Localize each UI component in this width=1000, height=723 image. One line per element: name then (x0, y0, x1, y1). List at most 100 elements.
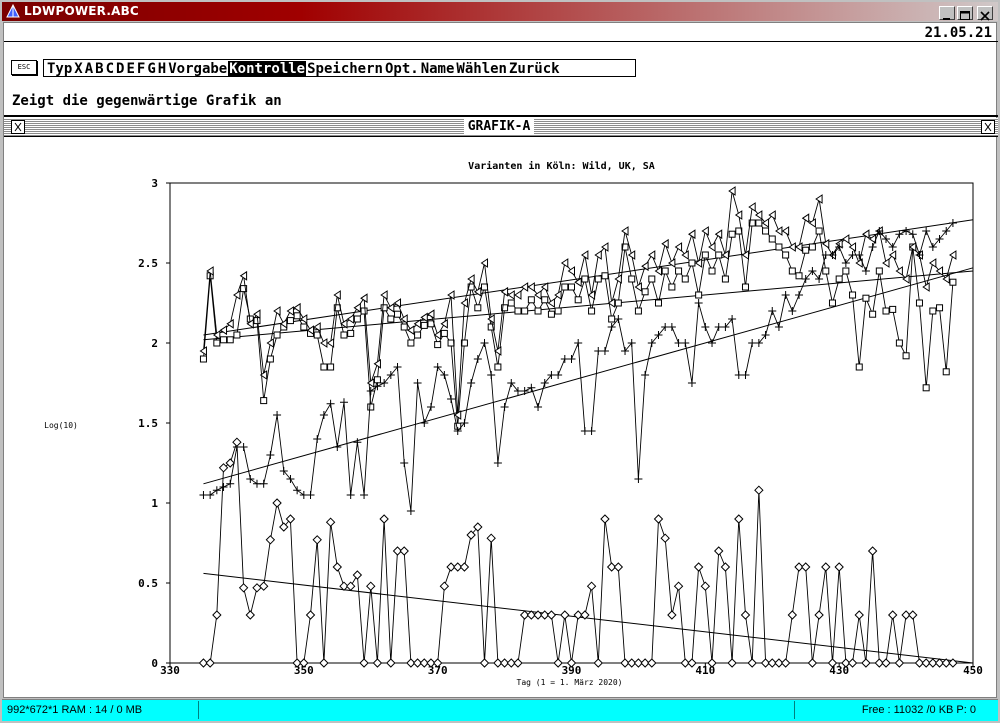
series-line-plus (203, 222, 954, 512)
data-point-diamond (345, 581, 356, 591)
menu-item-speichern[interactable]: Speichern (307, 61, 383, 77)
data-point-triangle (406, 325, 415, 336)
menu-item-zurück[interactable]: Zurück (508, 61, 560, 77)
graph-close-button[interactable] (11, 120, 25, 134)
data-point-diamond (319, 658, 329, 668)
data-point-plus (781, 291, 790, 299)
data-point-triangle (614, 274, 622, 284)
data-point-square (748, 219, 756, 227)
data-point-diamond (540, 610, 550, 620)
data-point-triangle (386, 302, 395, 313)
menu-item-typ[interactable]: Typ (47, 61, 73, 77)
data-point-plus (567, 355, 576, 363)
menu-item-h[interactable]: H (157, 61, 167, 77)
data-point-plus (279, 467, 288, 475)
data-point-square (855, 363, 863, 371)
data-point-diamond (807, 658, 818, 668)
menu-item-name[interactable]: Name (420, 61, 455, 77)
data-point-plus (741, 371, 750, 379)
data-point-triangle (487, 314, 495, 324)
data-point-triangle (440, 318, 448, 329)
data-point-plus (413, 379, 422, 387)
data-point-diamond (499, 658, 510, 668)
data-point-diamond (372, 658, 383, 668)
data-point-square (614, 299, 622, 307)
esc-button[interactable]: ESC (11, 60, 37, 75)
data-point-plus (895, 230, 904, 239)
data-point-square (795, 272, 803, 280)
data-point-plus (467, 379, 476, 387)
menu-item-e[interactable]: E (126, 61, 135, 77)
menu-item-f[interactable]: F (136, 61, 146, 77)
menu-item-kontrolle[interactable]: Kontrolle (228, 61, 307, 77)
data-point-plus (540, 379, 549, 387)
menu-item-b[interactable]: B (95, 61, 104, 77)
data-point-square (420, 321, 428, 329)
data-point-square (434, 341, 442, 349)
data-point-plus (708, 339, 717, 347)
data-point-square (828, 299, 836, 307)
data-point-square (889, 305, 897, 313)
data-point-diamond (479, 658, 490, 668)
data-point-diamond (700, 581, 711, 591)
data-point-triangle (320, 338, 328, 348)
data-point-diamond (272, 498, 282, 508)
data-point-triangle (560, 258, 569, 268)
data-point-square (300, 323, 308, 331)
minimize-button[interactable] (939, 6, 955, 20)
menu-item-c[interactable]: C (105, 61, 115, 77)
data-point-triangle (775, 226, 783, 236)
data-point-square (668, 283, 676, 291)
data-point-square (875, 267, 883, 275)
data-point-plus (621, 347, 630, 355)
data-point-triangle (895, 266, 903, 276)
data-point-triangle (708, 242, 716, 252)
data-point-plus (534, 403, 543, 411)
menu-item-g[interactable]: G (147, 61, 156, 77)
data-point-plus (734, 371, 743, 379)
data-point-square (715, 251, 723, 259)
menu-item-vorgabe[interactable]: Vorgabe (168, 61, 228, 77)
data-point-diamond (821, 562, 831, 572)
data-point-triangle (821, 238, 830, 249)
data-point-square (708, 267, 716, 275)
menu-item-wählen[interactable]: Wählen (456, 61, 507, 77)
data-point-diamond (760, 658, 771, 668)
data-point-diamond (727, 658, 737, 668)
data-point-triangle (647, 250, 656, 260)
data-point-diamond (948, 658, 958, 668)
data-point-plus (654, 331, 663, 339)
menu-item-opt[interactable]: Opt. (384, 61, 419, 77)
y-tick-label: 1.5 (138, 417, 158, 430)
data-point-plus (641, 371, 650, 379)
data-point-square (534, 307, 542, 315)
data-point-square (601, 272, 609, 280)
data-point-triangle (641, 261, 649, 272)
data-point-square (728, 230, 736, 238)
graph-zoom-button[interactable] (981, 120, 995, 134)
data-point-diamond (633, 658, 644, 668)
data-point-triangle (848, 242, 857, 252)
data-point-plus (795, 291, 804, 299)
data-point-plus (393, 363, 402, 371)
data-point-diamond (647, 658, 657, 668)
data-point-diamond (734, 514, 744, 524)
close-button[interactable] (977, 6, 993, 21)
graph-title-bar[interactable]: GRAFIK-A (4, 118, 998, 137)
data-point-plus (627, 339, 636, 347)
series-line-square (203, 222, 954, 427)
data-point-square (721, 275, 729, 283)
data-point-square (253, 317, 261, 325)
data-point-plus (447, 395, 456, 403)
data-point-triangle (801, 213, 810, 224)
data-point-square (621, 243, 629, 251)
close-icon (14, 122, 22, 132)
title-bar[interactable]: LDWPOWER.ABC (2, 2, 998, 21)
menu-item-d[interactable]: D (116, 61, 125, 77)
maximize-button[interactable] (957, 6, 973, 20)
data-point-plus (815, 275, 824, 283)
data-point-triangle (694, 258, 703, 268)
data-point-diamond (493, 658, 503, 668)
menu-item-a[interactable]: A (84, 61, 94, 77)
menu-item-x[interactable]: X (74, 61, 83, 77)
